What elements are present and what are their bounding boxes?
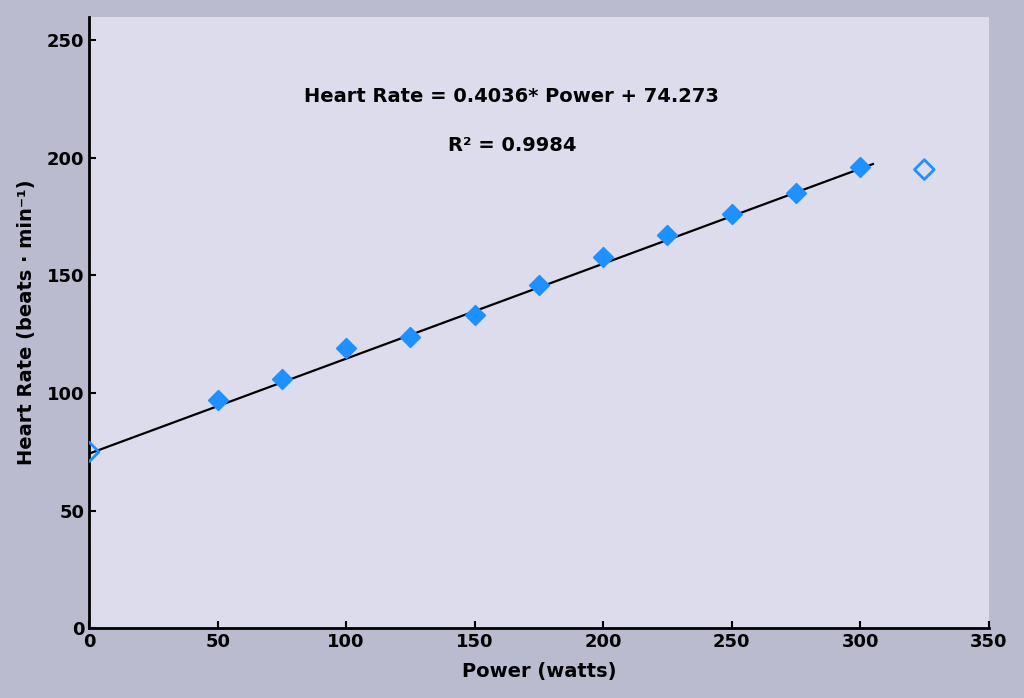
Point <box>595 251 611 262</box>
Text: R² = 0.9984: R² = 0.9984 <box>447 135 577 155</box>
Y-axis label: Heart Rate (beats · min⁻¹): Heart Rate (beats · min⁻¹) <box>16 180 36 466</box>
Point <box>916 164 933 175</box>
Point <box>659 230 676 241</box>
Point <box>210 394 226 406</box>
Point <box>787 188 804 199</box>
Text: Heart Rate = 0.4036* Power + 74.273: Heart Rate = 0.4036* Power + 74.273 <box>304 87 719 105</box>
Point <box>530 279 547 290</box>
Point <box>466 310 482 321</box>
Point <box>81 446 97 457</box>
Point <box>723 209 739 220</box>
Point <box>852 162 868 173</box>
Point <box>338 343 354 354</box>
X-axis label: Power (watts): Power (watts) <box>462 662 616 681</box>
Point <box>402 331 419 342</box>
Point <box>273 373 290 385</box>
